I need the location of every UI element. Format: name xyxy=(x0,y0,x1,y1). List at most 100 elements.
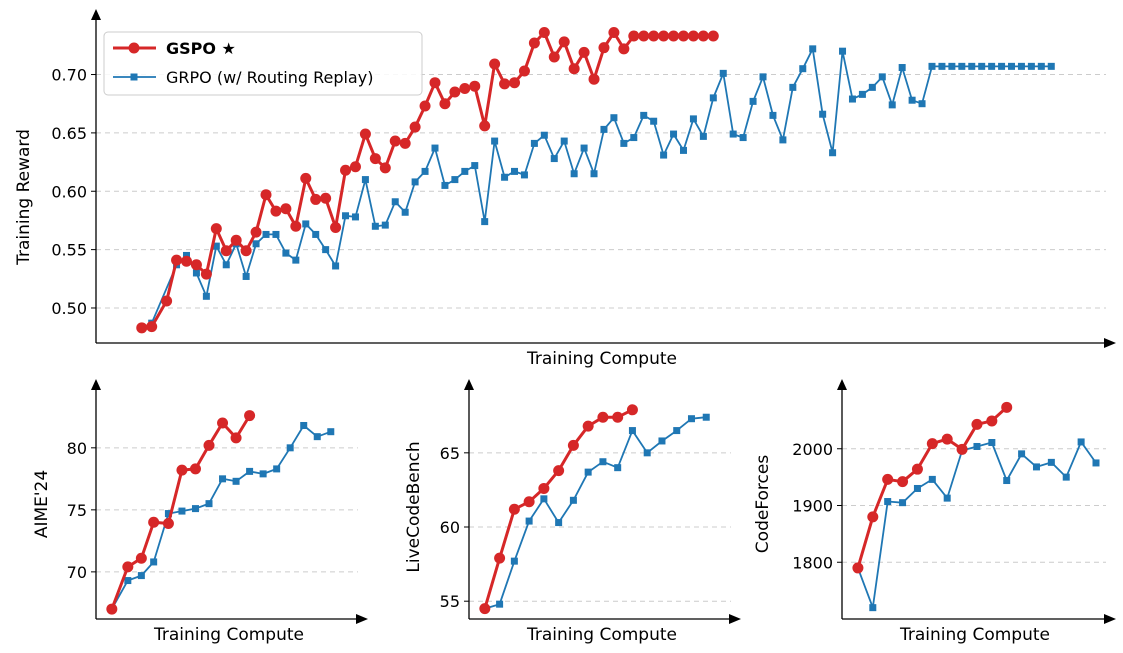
point-grpo xyxy=(569,496,577,504)
point-grpo xyxy=(520,171,528,179)
point-grpo xyxy=(729,130,737,138)
point-grpo xyxy=(232,477,240,485)
point-gspo xyxy=(509,77,521,89)
point-grpo xyxy=(938,62,946,70)
legend-grpo-marker xyxy=(130,73,138,81)
point-grpo xyxy=(342,212,350,220)
point-gspo xyxy=(638,30,650,42)
yticks-livecodebench: 55 60 65 xyxy=(440,444,469,611)
ytick-label: 1900 xyxy=(792,497,833,516)
point-gspo xyxy=(926,438,938,450)
point-grpo xyxy=(600,125,608,133)
point-gspo xyxy=(180,255,192,267)
xlabel-codeforces: Training Compute xyxy=(899,625,1050,645)
axes-livecodebench xyxy=(464,379,741,624)
series-line-gspo xyxy=(856,406,1008,569)
point-gspo xyxy=(608,27,620,39)
point-grpo xyxy=(496,600,504,608)
point-gspo xyxy=(122,561,134,573)
point-gspo xyxy=(1001,401,1013,413)
point-grpo xyxy=(137,572,145,580)
point-gspo xyxy=(369,153,381,165)
point-grpo xyxy=(286,444,294,452)
point-grpo xyxy=(401,208,409,216)
point-gspo xyxy=(330,221,342,233)
point-gspo xyxy=(582,420,594,432)
point-gspo xyxy=(230,432,242,444)
point-gspo xyxy=(310,193,322,205)
legend-gspo-marker xyxy=(128,42,140,54)
point-gspo xyxy=(867,511,879,523)
point-grpo xyxy=(212,242,220,250)
point-grpo xyxy=(481,218,489,226)
point-grpo xyxy=(614,464,622,472)
ytick-label: 75 xyxy=(67,501,87,520)
panel-aime24: 70 75 80 Training Compute AIME'24 xyxy=(32,379,368,645)
point-gspo xyxy=(538,27,550,39)
point-grpo xyxy=(1047,62,1055,70)
point-grpo xyxy=(510,557,518,565)
point-gspo xyxy=(146,321,158,333)
point-gspo xyxy=(161,295,173,307)
point-grpo xyxy=(689,115,697,123)
point-grpo xyxy=(590,170,598,178)
point-grpo xyxy=(620,139,628,147)
point-gspo xyxy=(578,46,590,58)
ytick-label: 55 xyxy=(440,592,460,611)
point-gspo xyxy=(626,404,638,416)
point-gspo xyxy=(399,137,411,149)
point-grpo xyxy=(809,45,817,53)
plot-livecodebench xyxy=(479,404,710,615)
ytick-label: 65 xyxy=(440,444,460,463)
point-grpo xyxy=(943,494,951,502)
point-grpo xyxy=(150,558,158,566)
point-gspo xyxy=(190,259,202,271)
point-grpo xyxy=(555,519,563,527)
x-axis-arrow xyxy=(356,614,368,624)
point-grpo xyxy=(1032,463,1040,471)
point-gspo xyxy=(494,552,506,564)
point-grpo xyxy=(679,146,687,154)
point-gspo xyxy=(528,37,540,49)
ytick-label: 70 xyxy=(67,563,87,582)
point-grpo xyxy=(948,62,956,70)
point-grpo xyxy=(749,97,757,105)
point-grpo xyxy=(643,449,651,457)
point-gspo xyxy=(449,86,461,98)
point-gspo xyxy=(459,83,471,95)
xlabel-training-reward: Training Compute xyxy=(526,349,677,369)
ytick-label: 2000 xyxy=(792,440,833,459)
point-grpo xyxy=(799,65,807,73)
grid-livecodebench xyxy=(469,452,731,602)
point-grpo xyxy=(246,467,254,475)
ylabel-training-reward: Training Reward xyxy=(14,129,34,266)
point-grpo xyxy=(1003,477,1011,485)
point-gspo xyxy=(618,43,630,55)
point-grpo xyxy=(273,465,281,473)
point-grpo xyxy=(630,134,638,142)
point-gspo xyxy=(707,30,719,42)
point-grpo xyxy=(968,62,976,70)
point-grpo xyxy=(550,155,558,163)
point-gspo xyxy=(359,128,371,140)
panel-livecodebench: 55 60 65 Training Compute LiveCodeBench xyxy=(404,379,741,645)
point-gspo xyxy=(230,234,242,246)
point-gspo xyxy=(523,496,535,508)
point-gspo xyxy=(469,80,481,92)
xlabel-aime24: Training Compute xyxy=(153,625,304,645)
point-grpo xyxy=(302,220,310,228)
point-grpo xyxy=(540,131,548,139)
point-grpo xyxy=(908,96,916,104)
point-grpo xyxy=(300,421,308,429)
point-grpo xyxy=(1092,459,1100,467)
point-gspo xyxy=(171,254,183,266)
point-grpo xyxy=(451,176,459,184)
point-grpo xyxy=(242,272,250,280)
point-grpo xyxy=(222,261,230,269)
series-line-grpo xyxy=(857,440,1097,609)
point-grpo xyxy=(511,167,519,175)
point-gspo xyxy=(200,268,212,280)
point-grpo xyxy=(327,428,335,436)
ytick-label: 80 xyxy=(67,439,87,458)
